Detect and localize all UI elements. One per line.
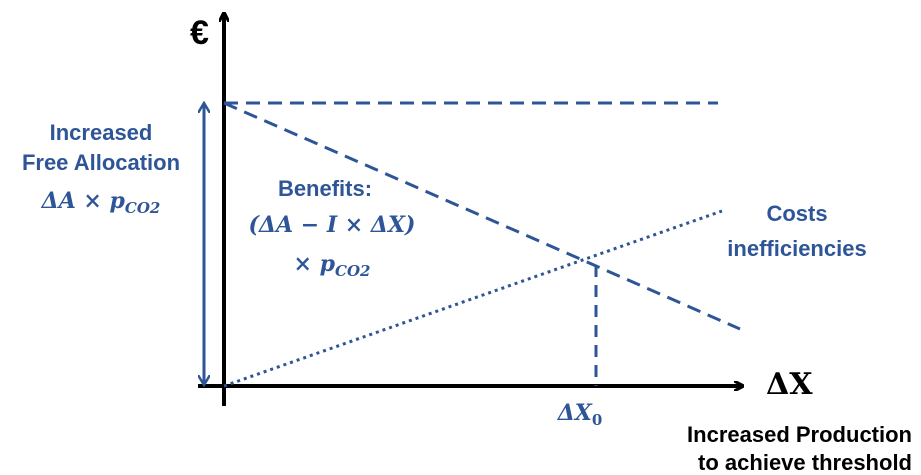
left-label-formula: ΔA × pCO2	[41, 188, 161, 217]
x-axis-caption-line1: Increased Production	[687, 422, 912, 447]
benefits-formula-line1: (ΔA − I × ΔX)	[249, 212, 416, 238]
left-label-line1: Increased	[50, 120, 153, 145]
x-axis-label: ΔX	[766, 367, 813, 402]
x-axis-caption-line2: to achieve threshold	[698, 450, 912, 475]
left-label-line2: Free Allocation	[22, 150, 180, 175]
costs-label-line2: inefficiencies	[727, 236, 866, 261]
benefits-formula-line2: × pCO2	[294, 251, 371, 280]
benefits-title: Benefits:	[278, 176, 372, 201]
costs-label-line1: Costs	[766, 201, 827, 226]
y-axis-label: €	[190, 14, 209, 52]
intersection-label: ΔX0	[557, 400, 603, 429]
benefits-line	[223, 101, 741, 331]
